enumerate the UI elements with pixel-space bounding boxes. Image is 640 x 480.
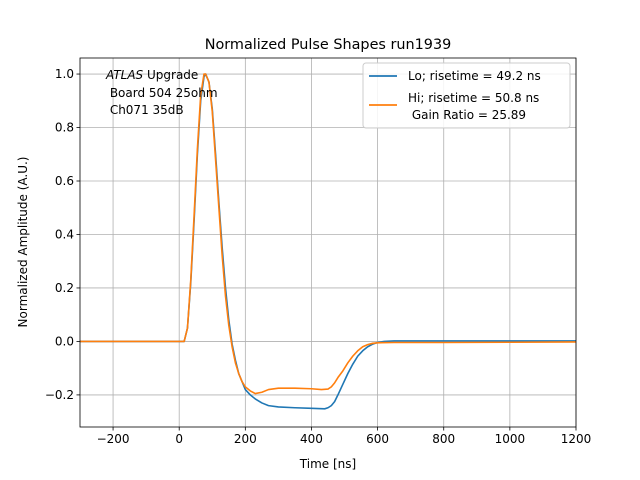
- x-tick-label: 400: [300, 432, 323, 446]
- x-tick-label: 200: [234, 432, 257, 446]
- annotation-line-1: ATLAS Upgrade: [105, 68, 198, 82]
- legend-label-gain-ratio: Gain Ratio = 25.89: [408, 108, 526, 122]
- legend: Lo; risetime = 49.2 ns Hi; risetime = 50…: [362, 62, 571, 129]
- x-tick-label: 800: [432, 432, 455, 446]
- x-tick-label: 1000: [495, 432, 526, 446]
- x-axis-label: Time [ns]: [299, 457, 356, 471]
- legend-label-hi: Hi; risetime = 50.8 ns: [408, 91, 539, 105]
- axis-ticks: −200 0 200 400 600 800 1000 1200 −0.2 0.0 0.2 0.4 0.…: [45, 67, 591, 446]
- x-tick-label: −200: [97, 432, 130, 446]
- y-tick-label: 0.2: [55, 281, 74, 295]
- annotation-upgrade: Upgrade: [143, 68, 198, 82]
- x-tick-label: 0: [175, 432, 183, 446]
- chart-title: Normalized Pulse Shapes run1939: [205, 37, 452, 53]
- y-axis-label: Normalized Amplitude (A.U.): [16, 157, 30, 328]
- annotation-line-2: Board 504 25ohm: [106, 86, 218, 100]
- legend-label-lo: Lo; risetime = 49.2 ns: [408, 69, 541, 83]
- x-tick-label: 1200: [561, 432, 592, 446]
- series-hi-line: [80, 73, 577, 395]
- series-group: [80, 73, 577, 410]
- y-tick-label: −0.2: [45, 388, 74, 402]
- annotation-atlas: ATLAS: [105, 68, 144, 82]
- y-tick-label: 0.8: [55, 121, 74, 135]
- annotation-line-3: Ch071 35dB: [106, 103, 184, 117]
- x-tick-label: 600: [366, 432, 389, 446]
- y-tick-label: 1.0: [55, 67, 74, 81]
- y-tick-label: 0.4: [55, 227, 74, 241]
- y-tick-label: 0.6: [55, 174, 74, 188]
- legend-box: [362, 62, 571, 129]
- y-tick-label: 0.0: [55, 334, 74, 348]
- atlas-annotation: ATLAS Upgrade Board 504 25ohm Ch071 35dB: [105, 68, 218, 117]
- plot-frame: [79, 57, 577, 428]
